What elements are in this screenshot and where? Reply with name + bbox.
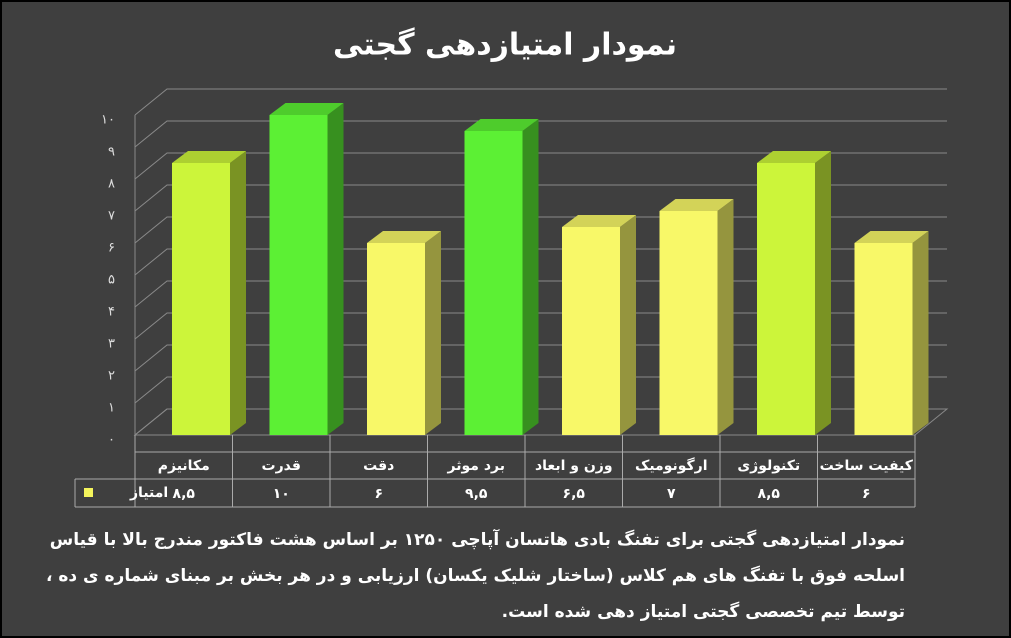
bar-side xyxy=(425,231,441,435)
bar-side xyxy=(327,103,344,435)
bar-top xyxy=(367,231,441,243)
y-tick-label: ۲ xyxy=(108,369,115,384)
category-label: وزن و ابعاد xyxy=(535,458,613,474)
bar xyxy=(464,131,523,435)
grid-line xyxy=(134,184,947,212)
y-tick-label: ۱ xyxy=(108,401,115,416)
y-tick-label: ۹ xyxy=(108,145,115,160)
y-tick-label: ۱۰ xyxy=(101,113,115,128)
bar-top xyxy=(562,215,636,227)
category-label: تکنولوژی xyxy=(737,458,800,474)
bar-top xyxy=(464,119,539,131)
bar-top xyxy=(757,151,831,163)
bar xyxy=(854,243,913,435)
bar-top xyxy=(269,103,344,115)
y-tick-label: ۸ xyxy=(108,177,115,192)
category-label: برد موثر xyxy=(447,458,505,474)
note: اسلحه فوق با تفنگ های هم کلاس (ساختار شل… xyxy=(46,565,905,586)
y-tick-label: ۰ xyxy=(108,433,115,448)
bar xyxy=(562,227,620,435)
bar xyxy=(659,211,718,435)
value-label: ۶ xyxy=(862,486,871,502)
value-label: ۶,۵ xyxy=(563,486,586,502)
bar xyxy=(367,243,425,435)
category-label: قدرت xyxy=(262,458,301,474)
value-label: ۶ xyxy=(374,486,383,502)
chart-title: نمودار امتیازدهی گجتی xyxy=(333,27,677,63)
category-label: مکانیزم xyxy=(158,458,210,474)
y-tick-label: ۳ xyxy=(108,337,115,352)
legend-label: امتیاز xyxy=(129,485,168,501)
grid-line xyxy=(134,152,947,180)
bar-side xyxy=(912,231,929,435)
value-label: ۷ xyxy=(667,486,676,502)
y-tick-label: ۵ xyxy=(108,273,115,288)
bar-side xyxy=(522,119,539,435)
y-tick-label: ۴ xyxy=(108,305,115,320)
category-label: دقت xyxy=(363,458,394,474)
bar xyxy=(269,115,328,435)
note: توسط تیم تخصصی گجتی امتیاز دهی شده است. xyxy=(502,601,905,622)
bar-side xyxy=(815,151,831,435)
bar-side xyxy=(620,215,636,435)
value-label: ۹,۵ xyxy=(465,486,488,502)
value-label: ۸,۵ xyxy=(173,486,196,502)
bar-side xyxy=(230,151,246,435)
bar-top xyxy=(854,231,929,243)
bar xyxy=(757,163,815,435)
bar xyxy=(172,163,230,435)
note: نمودار امتیازدهی گجتی برای تفنگ بادی هات… xyxy=(50,528,905,550)
grid-line xyxy=(134,120,947,148)
bar-top xyxy=(172,151,246,163)
grid-line xyxy=(134,88,947,116)
y-tick-label: ۶ xyxy=(108,241,115,256)
y-tick-label: ۷ xyxy=(108,209,115,224)
category-label: ارگونومیک xyxy=(635,457,708,474)
value-label: ۸,۵ xyxy=(758,486,781,502)
category-label: کیفیت ساخت xyxy=(820,458,914,474)
legend-swatch xyxy=(84,488,93,497)
value-label: ۱۰ xyxy=(273,486,290,502)
bar-top xyxy=(659,199,734,211)
bar-side xyxy=(717,199,734,435)
